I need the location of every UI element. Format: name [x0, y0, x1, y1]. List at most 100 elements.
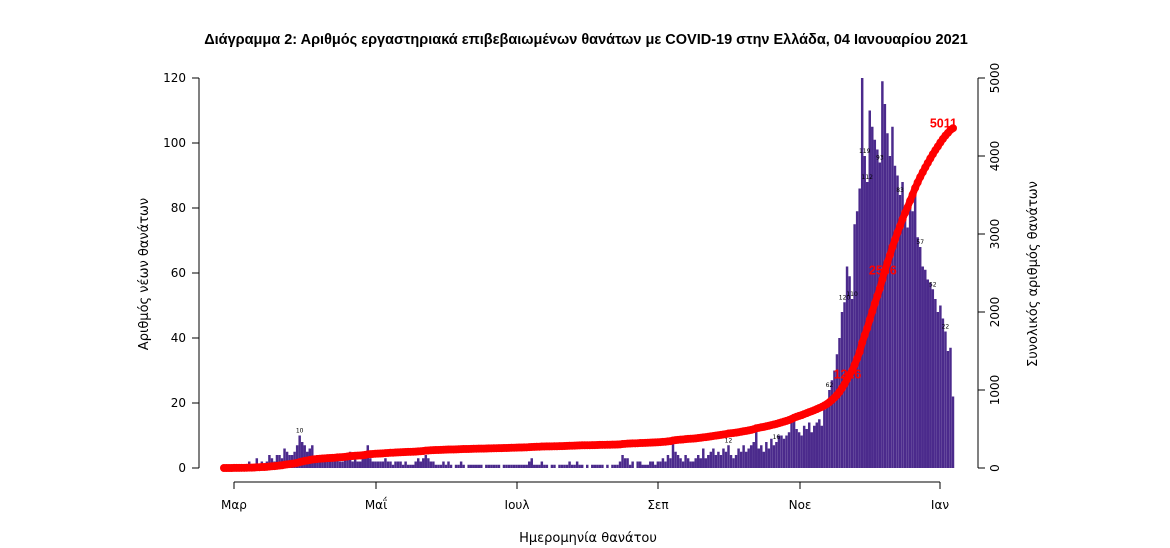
bar — [396, 461, 400, 468]
bar — [527, 461, 531, 468]
bar — [358, 461, 362, 468]
bar — [475, 464, 478, 468]
cumulative-point — [858, 338, 867, 347]
bar — [878, 162, 882, 468]
bar — [283, 448, 286, 468]
bar — [830, 380, 834, 468]
bar — [949, 347, 952, 468]
bar — [744, 451, 748, 468]
bar — [946, 351, 950, 468]
bar — [802, 425, 806, 468]
cumulative-point — [860, 331, 869, 340]
bar — [886, 133, 889, 468]
bar — [278, 455, 281, 468]
bar — [651, 461, 655, 468]
bar — [661, 458, 665, 468]
bar — [300, 442, 304, 468]
bar — [487, 464, 491, 468]
bar — [926, 279, 930, 468]
bar — [666, 455, 670, 468]
bar — [538, 464, 541, 468]
bar — [717, 451, 720, 468]
cumulative-annotation: 2566 — [869, 264, 897, 278]
x-tick-label: Σεπ — [647, 498, 668, 512]
bar — [364, 455, 367, 468]
bar — [338, 461, 342, 468]
cumulative-point — [896, 222, 905, 231]
bar-value-label: 16 — [773, 434, 781, 441]
bar — [638, 461, 642, 468]
bar — [810, 432, 813, 468]
bar — [654, 464, 657, 468]
cumulative-point — [880, 266, 889, 275]
bar — [767, 448, 771, 468]
bar — [613, 464, 617, 468]
bar-value-label: 110 — [846, 291, 858, 298]
bar — [951, 396, 955, 468]
bar — [596, 464, 599, 468]
bar — [845, 266, 849, 468]
bar — [331, 461, 334, 468]
bar — [369, 458, 372, 468]
bar — [674, 451, 677, 468]
bar — [742, 445, 745, 468]
bar — [838, 338, 841, 468]
bar — [707, 455, 710, 468]
bar — [351, 461, 354, 468]
bar — [497, 464, 501, 468]
bar — [792, 416, 796, 468]
bar — [785, 435, 788, 468]
bar — [770, 438, 773, 468]
cumulative-point — [863, 324, 872, 333]
bar-value-label: 112 — [862, 174, 874, 181]
bar — [699, 458, 702, 468]
bar — [575, 461, 579, 468]
bar — [391, 464, 395, 468]
bar — [601, 464, 604, 468]
bar — [921, 266, 924, 468]
bar — [896, 175, 899, 468]
bar — [386, 461, 390, 468]
bar — [621, 455, 624, 468]
cumulative-point — [855, 347, 864, 356]
bar — [732, 458, 735, 468]
bar — [669, 458, 672, 468]
bar — [691, 461, 695, 468]
y-right-tick-label: 5000 — [988, 63, 1002, 94]
bar — [560, 464, 564, 468]
bar — [326, 458, 329, 468]
bar — [591, 464, 594, 468]
bar — [825, 406, 829, 468]
bar — [704, 458, 708, 468]
bar — [570, 464, 574, 468]
bar — [782, 438, 786, 468]
bar — [550, 464, 554, 468]
bar — [525, 464, 528, 468]
bar — [586, 464, 589, 468]
bar-value-label: 62 — [826, 382, 834, 389]
bar — [644, 464, 647, 468]
bar — [941, 318, 945, 468]
bar — [934, 299, 937, 468]
bar — [727, 445, 730, 468]
bar — [800, 435, 803, 468]
x-tick-label: Μαΐ — [365, 497, 387, 512]
bar — [714, 455, 718, 468]
bar — [696, 455, 700, 468]
bar — [356, 461, 359, 468]
bar — [762, 451, 766, 468]
bar — [422, 458, 425, 468]
cumulative-point — [885, 251, 894, 260]
bar — [530, 458, 533, 468]
bar — [835, 354, 839, 468]
y-right-tick-label: 2000 — [988, 297, 1002, 328]
bar — [469, 464, 473, 468]
bar — [747, 448, 750, 468]
bar — [346, 455, 349, 468]
bar — [684, 455, 687, 468]
y-right-tick-label: 3000 — [988, 219, 1002, 250]
bar — [903, 208, 907, 468]
bar — [755, 429, 758, 468]
bar — [631, 461, 634, 468]
